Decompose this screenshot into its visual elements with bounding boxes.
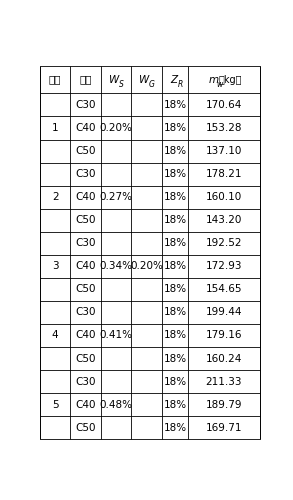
Text: C40: C40 [75,262,96,272]
Text: C50: C50 [75,354,96,364]
Text: 192.52: 192.52 [206,238,242,248]
Text: 18%: 18% [163,123,187,133]
Text: 5: 5 [52,400,59,409]
Text: C40: C40 [75,123,96,133]
Text: 18%: 18% [163,169,187,179]
Text: C50: C50 [75,422,96,432]
Text: 0.20%: 0.20% [130,262,163,272]
Text: 18%: 18% [163,354,187,364]
Text: C50: C50 [75,215,96,225]
Text: 154.65: 154.65 [206,284,242,294]
Text: 172.93: 172.93 [206,262,242,272]
Text: 189.79: 189.79 [206,400,242,409]
Text: C30: C30 [75,308,96,318]
Text: C50: C50 [75,146,96,156]
Text: C40: C40 [75,400,96,409]
Text: 153.28: 153.28 [206,123,242,133]
Text: w: w [217,80,223,88]
Text: 3: 3 [52,262,59,272]
Text: 143.20: 143.20 [206,215,242,225]
Text: 18%: 18% [163,238,187,248]
Text: 178.21: 178.21 [206,169,242,179]
Text: C50: C50 [75,284,96,294]
Text: 0.20%: 0.20% [100,123,132,133]
Text: 18%: 18% [163,376,187,386]
Text: C30: C30 [75,169,96,179]
Text: 18%: 18% [163,422,187,432]
Text: 编号: 编号 [49,74,62,85]
Text: C40: C40 [75,330,96,340]
Text: 强度: 强度 [79,74,92,85]
Text: 18%: 18% [163,330,187,340]
Text: （kg）: （kg） [219,74,243,85]
Text: 211.33: 211.33 [206,376,242,386]
Text: R: R [177,80,183,88]
Text: G: G [149,80,155,88]
Text: 18%: 18% [163,262,187,272]
Text: 160.10: 160.10 [206,192,242,202]
Text: 18%: 18% [163,308,187,318]
Text: 18%: 18% [163,215,187,225]
Text: 0.34%: 0.34% [100,262,132,272]
Text: 0.48%: 0.48% [100,400,132,409]
Text: W: W [109,74,119,85]
Text: 2: 2 [52,192,59,202]
Text: W: W [139,74,150,85]
Text: 18%: 18% [163,192,187,202]
Text: m: m [209,74,219,85]
Text: 18%: 18% [163,100,187,110]
Text: S: S [119,80,123,88]
Text: 4: 4 [52,330,59,340]
Text: 0.41%: 0.41% [100,330,132,340]
Text: 199.44: 199.44 [206,308,242,318]
Text: C40: C40 [75,192,96,202]
Text: Z: Z [170,74,177,85]
Text: 18%: 18% [163,284,187,294]
Text: 170.64: 170.64 [206,100,242,110]
Text: C30: C30 [75,376,96,386]
Text: C30: C30 [75,100,96,110]
Text: 18%: 18% [163,146,187,156]
Text: 160.24: 160.24 [206,354,242,364]
Text: 169.71: 169.71 [206,422,242,432]
Text: 0.27%: 0.27% [100,192,132,202]
Text: 18%: 18% [163,400,187,409]
Text: 179.16: 179.16 [206,330,242,340]
Text: C30: C30 [75,238,96,248]
Text: 1: 1 [52,123,59,133]
Text: 137.10: 137.10 [206,146,242,156]
